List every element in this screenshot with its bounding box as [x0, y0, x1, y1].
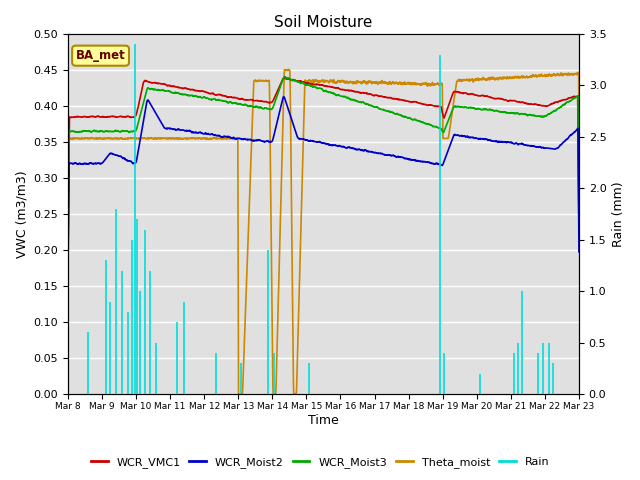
Line: Theta_moist: Theta_moist: [68, 69, 579, 394]
WCR_VMC1: [575, 227, 583, 233]
WCR_Moist3: [382, 108, 390, 113]
X-axis label: Time: Time: [308, 414, 339, 427]
Theta_moist: [575, 135, 582, 141]
Theta_moist: [235, 391, 243, 397]
Line: WCR_Moist3: WCR_Moist3: [68, 77, 579, 254]
Theta_moist: [285, 66, 292, 72]
Y-axis label: Rain (mm): Rain (mm): [612, 181, 625, 247]
WCR_VMC1: [382, 94, 390, 100]
WCR_VMC1: [173, 84, 181, 90]
WCR_Moist3: [281, 74, 289, 80]
WCR_VMC1: [575, 197, 582, 203]
WCR_Moist2: [373, 150, 381, 156]
WCR_VMC1: [207, 91, 214, 96]
Theta_moist: [373, 80, 381, 86]
WCR_Moist3: [575, 192, 582, 198]
Theta_moist: [527, 74, 534, 80]
WCR_VMC1: [280, 75, 288, 81]
WCR_Moist2: [382, 152, 390, 158]
WCR_Moist2: [575, 214, 582, 219]
Line: WCR_Moist2: WCR_Moist2: [68, 97, 579, 271]
WCR_Moist2: [527, 143, 534, 149]
WCR_Moist3: [373, 104, 381, 110]
WCR_Moist3: [64, 251, 72, 257]
Theta_moist: [64, 239, 72, 244]
WCR_Moist2: [575, 249, 583, 255]
WCR_Moist3: [527, 112, 534, 118]
WCR_Moist2: [173, 127, 181, 132]
Legend: WCR_VMC1, WCR_Moist2, WCR_Moist3, Theta_moist, Rain: WCR_VMC1, WCR_Moist2, WCR_Moist3, Theta_…: [86, 452, 554, 472]
WCR_Moist2: [280, 94, 287, 100]
Y-axis label: VWC (m3/m3): VWC (m3/m3): [15, 170, 28, 258]
Text: BA_met: BA_met: [76, 49, 125, 62]
WCR_Moist2: [64, 268, 72, 274]
Theta_moist: [575, 200, 583, 205]
WCR_Moist3: [173, 90, 181, 96]
WCR_Moist3: [207, 96, 214, 102]
WCR_Moist2: [207, 132, 214, 137]
WCR_Moist3: [575, 232, 583, 238]
Theta_moist: [207, 135, 214, 141]
Line: WCR_VMC1: WCR_VMC1: [68, 78, 579, 255]
WCR_VMC1: [64, 252, 72, 258]
WCR_VMC1: [527, 101, 534, 107]
Title: Soil Moisture: Soil Moisture: [275, 15, 372, 30]
Theta_moist: [382, 80, 390, 86]
Theta_moist: [173, 136, 181, 142]
WCR_VMC1: [373, 93, 381, 98]
